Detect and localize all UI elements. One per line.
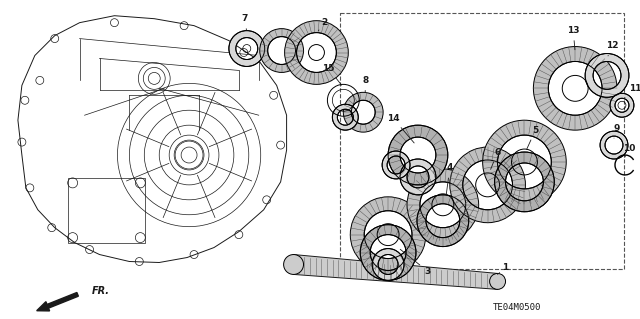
Circle shape bbox=[490, 273, 506, 289]
Wedge shape bbox=[600, 131, 628, 159]
Text: 3: 3 bbox=[400, 249, 431, 276]
Text: TE04M0500: TE04M0500 bbox=[493, 303, 541, 312]
Text: 8: 8 bbox=[362, 76, 369, 93]
Wedge shape bbox=[229, 31, 265, 66]
Text: 5: 5 bbox=[527, 126, 538, 150]
Text: 12: 12 bbox=[606, 41, 618, 56]
Text: 13: 13 bbox=[567, 26, 579, 50]
Text: 14: 14 bbox=[387, 114, 414, 143]
Text: 4: 4 bbox=[446, 163, 453, 195]
Wedge shape bbox=[407, 169, 479, 241]
Circle shape bbox=[284, 255, 303, 274]
Wedge shape bbox=[450, 147, 525, 223]
Wedge shape bbox=[533, 47, 617, 130]
Wedge shape bbox=[360, 225, 416, 280]
Text: 11: 11 bbox=[624, 84, 640, 98]
Text: 1: 1 bbox=[497, 263, 509, 274]
Wedge shape bbox=[260, 29, 303, 72]
Text: 6: 6 bbox=[491, 147, 500, 169]
Bar bbox=[340, 13, 624, 270]
Text: 7: 7 bbox=[242, 14, 248, 30]
Text: 2: 2 bbox=[319, 18, 328, 31]
Wedge shape bbox=[388, 125, 448, 185]
Wedge shape bbox=[372, 249, 404, 280]
Wedge shape bbox=[382, 151, 410, 179]
Bar bbox=[68, 178, 145, 242]
Text: FR.: FR. bbox=[92, 286, 109, 296]
Wedge shape bbox=[350, 197, 426, 272]
Wedge shape bbox=[285, 21, 348, 84]
FancyArrow shape bbox=[36, 293, 78, 311]
Wedge shape bbox=[483, 120, 566, 204]
Text: 9: 9 bbox=[614, 124, 620, 138]
Wedge shape bbox=[585, 54, 629, 97]
Wedge shape bbox=[343, 92, 383, 132]
Text: 15: 15 bbox=[322, 64, 342, 85]
Wedge shape bbox=[332, 104, 358, 130]
Wedge shape bbox=[495, 152, 554, 212]
Wedge shape bbox=[400, 159, 436, 195]
Polygon shape bbox=[294, 255, 497, 289]
Text: 10: 10 bbox=[623, 144, 635, 157]
Wedge shape bbox=[417, 195, 468, 247]
Wedge shape bbox=[610, 93, 634, 117]
